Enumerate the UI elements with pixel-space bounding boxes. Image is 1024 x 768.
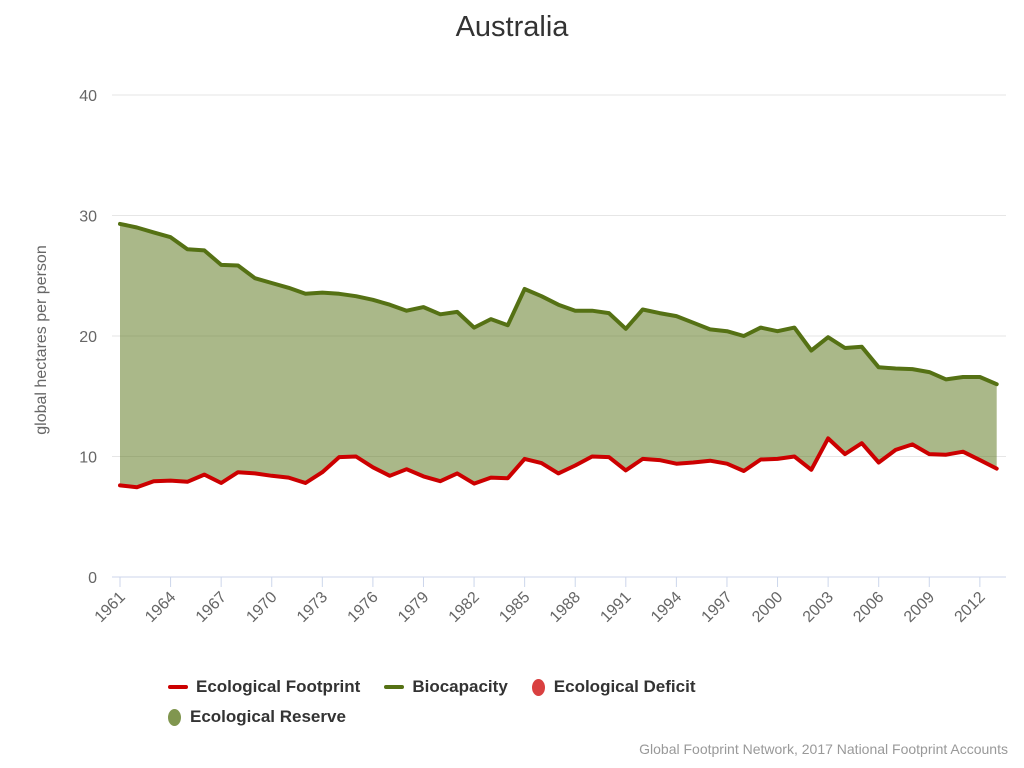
chart-plot: 0 10 20 30 40 global hectares per person 1961 1… — [33, 88, 1006, 626]
x-tick-label-2012: 2012 — [951, 589, 988, 626]
legend-label: Biocapacity — [412, 677, 508, 696]
x-tick-label-1991: 1991 — [597, 589, 634, 626]
biocapacity-line-icon — [384, 685, 405, 689]
legend-item-ecological-deficit[interactable]: Ecological Deficit — [531, 677, 696, 697]
y-tick-label-30: 30 — [79, 209, 97, 226]
x-tick-label-1964: 1964 — [142, 589, 179, 626]
x-tick-label-1979: 1979 — [395, 589, 432, 626]
legend-row-2: Ecological Reserve — [168, 702, 888, 732]
y-tick-label-20: 20 — [79, 329, 97, 346]
footprint-line-icon — [168, 685, 188, 689]
legend-label: Ecological Footprint — [196, 677, 361, 696]
y-tick-label-10: 10 — [79, 450, 97, 467]
legend-item-biocapacity[interactable]: Biocapacity — [384, 677, 508, 697]
legend-row-1: Ecological Footprint Biocapacity Ecologi… — [168, 672, 888, 702]
chart-title: Australia — [455, 11, 569, 43]
legend-item-ecological-footprint[interactable]: Ecological Footprint — [168, 677, 360, 697]
x-tick-label-1970: 1970 — [243, 589, 280, 626]
x-tick-label-2009: 2009 — [901, 589, 938, 626]
attribution-text: Global Footprint Network, 2017 National … — [639, 741, 1008, 757]
y-tick-label-40: 40 — [79, 88, 97, 105]
x-tick-label-1967: 1967 — [193, 589, 230, 626]
x-tick-label-1973: 1973 — [294, 589, 331, 626]
ecological-reserve-area — [120, 223, 997, 488]
x-tick-label-1994: 1994 — [648, 589, 685, 626]
x-tick-label-1961: 1961 — [92, 589, 129, 626]
x-tick-label-2003: 2003 — [800, 589, 837, 626]
x-tick-label-2006: 2006 — [850, 589, 887, 626]
x-tick-label-2000: 2000 — [749, 589, 786, 626]
legend-label: Ecological Deficit — [553, 677, 696, 696]
x-tick-label-1997: 1997 — [699, 589, 736, 626]
reserve-dot-icon — [168, 708, 181, 726]
x-tick-label-1988: 1988 — [547, 589, 584, 626]
x-tick-label-1982: 1982 — [446, 589, 483, 626]
ecological-footprint-line[interactable] — [118, 436, 999, 490]
y-tick-label-0: 0 — [88, 570, 97, 587]
legend-item-ecological-reserve[interactable]: Ecological Reserve — [168, 707, 346, 727]
x-tick-label-1985: 1985 — [496, 589, 533, 626]
biocapacity-line[interactable] — [118, 221, 999, 387]
x-tick-label-1976: 1976 — [345, 589, 382, 626]
legend: Ecological Footprint Biocapacity Ecologi… — [168, 672, 888, 732]
deficit-dot-icon — [531, 678, 545, 696]
legend-label: Ecological Reserve — [190, 707, 346, 726]
y-axis-title: global hectares per person — [33, 245, 50, 434]
